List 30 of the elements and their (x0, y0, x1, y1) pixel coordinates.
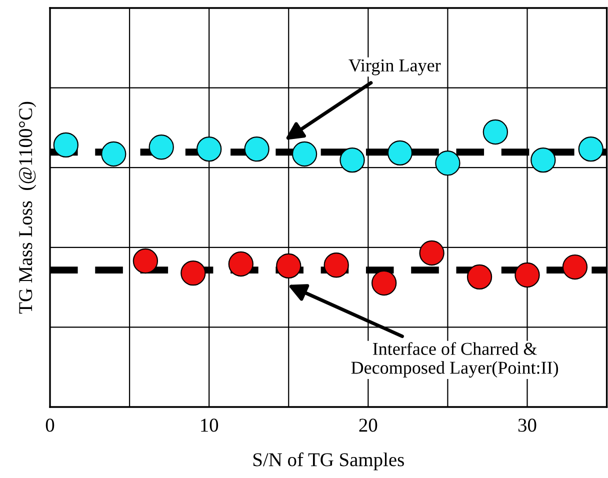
point (466, 264, 492, 290)
point (340, 147, 365, 173)
point (228, 251, 254, 277)
point (514, 262, 540, 288)
point (578, 136, 604, 162)
point (53, 132, 78, 158)
point (530, 147, 556, 173)
point (419, 240, 444, 266)
point (482, 119, 508, 145)
point (132, 248, 158, 274)
y-axis-title: TG Mass Loss (@1100°C) (18, 102, 36, 314)
point (435, 150, 460, 176)
point (244, 136, 270, 162)
point (387, 140, 413, 166)
point (148, 134, 174, 160)
point (196, 136, 222, 162)
point (180, 260, 206, 286)
point (276, 253, 302, 279)
point (562, 254, 588, 280)
point (101, 141, 126, 167)
x-tick-label: 0 (46, 418, 54, 432)
annotation: Interface of Charred & Decomposed Layer(Point:II) (351, 342, 558, 378)
x-tick-label: 30 (518, 418, 536, 432)
point (324, 252, 349, 278)
point (292, 141, 318, 167)
x-tick-label: 20 (359, 418, 378, 432)
x-axis-title: S/N of TG Samples (253, 452, 404, 470)
x-tick-label: 10 (201, 418, 218, 432)
text: Virgin Layer (348, 59, 441, 76)
point (371, 270, 397, 296)
